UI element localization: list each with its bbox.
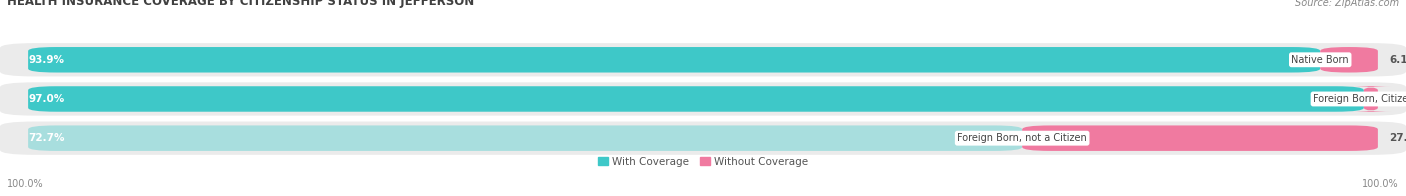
Text: 97.0%: 97.0% [28,94,65,104]
Text: 100.0%: 100.0% [7,179,44,189]
Text: 100.0%: 100.0% [1362,179,1399,189]
Text: Foreign Born, not a Citizen: Foreign Born, not a Citizen [957,133,1087,143]
FancyBboxPatch shape [1022,125,1378,151]
FancyBboxPatch shape [0,122,1406,155]
FancyBboxPatch shape [0,82,1406,116]
FancyBboxPatch shape [28,47,1320,73]
Text: 72.7%: 72.7% [28,133,65,143]
FancyBboxPatch shape [1350,86,1392,112]
Text: Foreign Born, Citizen: Foreign Born, Citizen [1313,94,1406,104]
Text: 6.1%: 6.1% [1389,55,1406,65]
Legend: With Coverage, Without Coverage: With Coverage, Without Coverage [593,153,813,171]
Text: 93.9%: 93.9% [28,55,65,65]
FancyBboxPatch shape [28,125,1022,151]
Text: Source: ZipAtlas.com: Source: ZipAtlas.com [1295,0,1399,8]
Text: 27.3%: 27.3% [1389,133,1406,143]
FancyBboxPatch shape [28,86,1364,112]
FancyBboxPatch shape [1320,47,1378,73]
Text: HEALTH INSURANCE COVERAGE BY CITIZENSHIP STATUS IN JEFFERSON: HEALTH INSURANCE COVERAGE BY CITIZENSHIP… [7,0,474,8]
FancyBboxPatch shape [0,43,1406,76]
Text: Native Born: Native Born [1292,55,1348,65]
Text: 3.0%: 3.0% [1389,94,1406,104]
